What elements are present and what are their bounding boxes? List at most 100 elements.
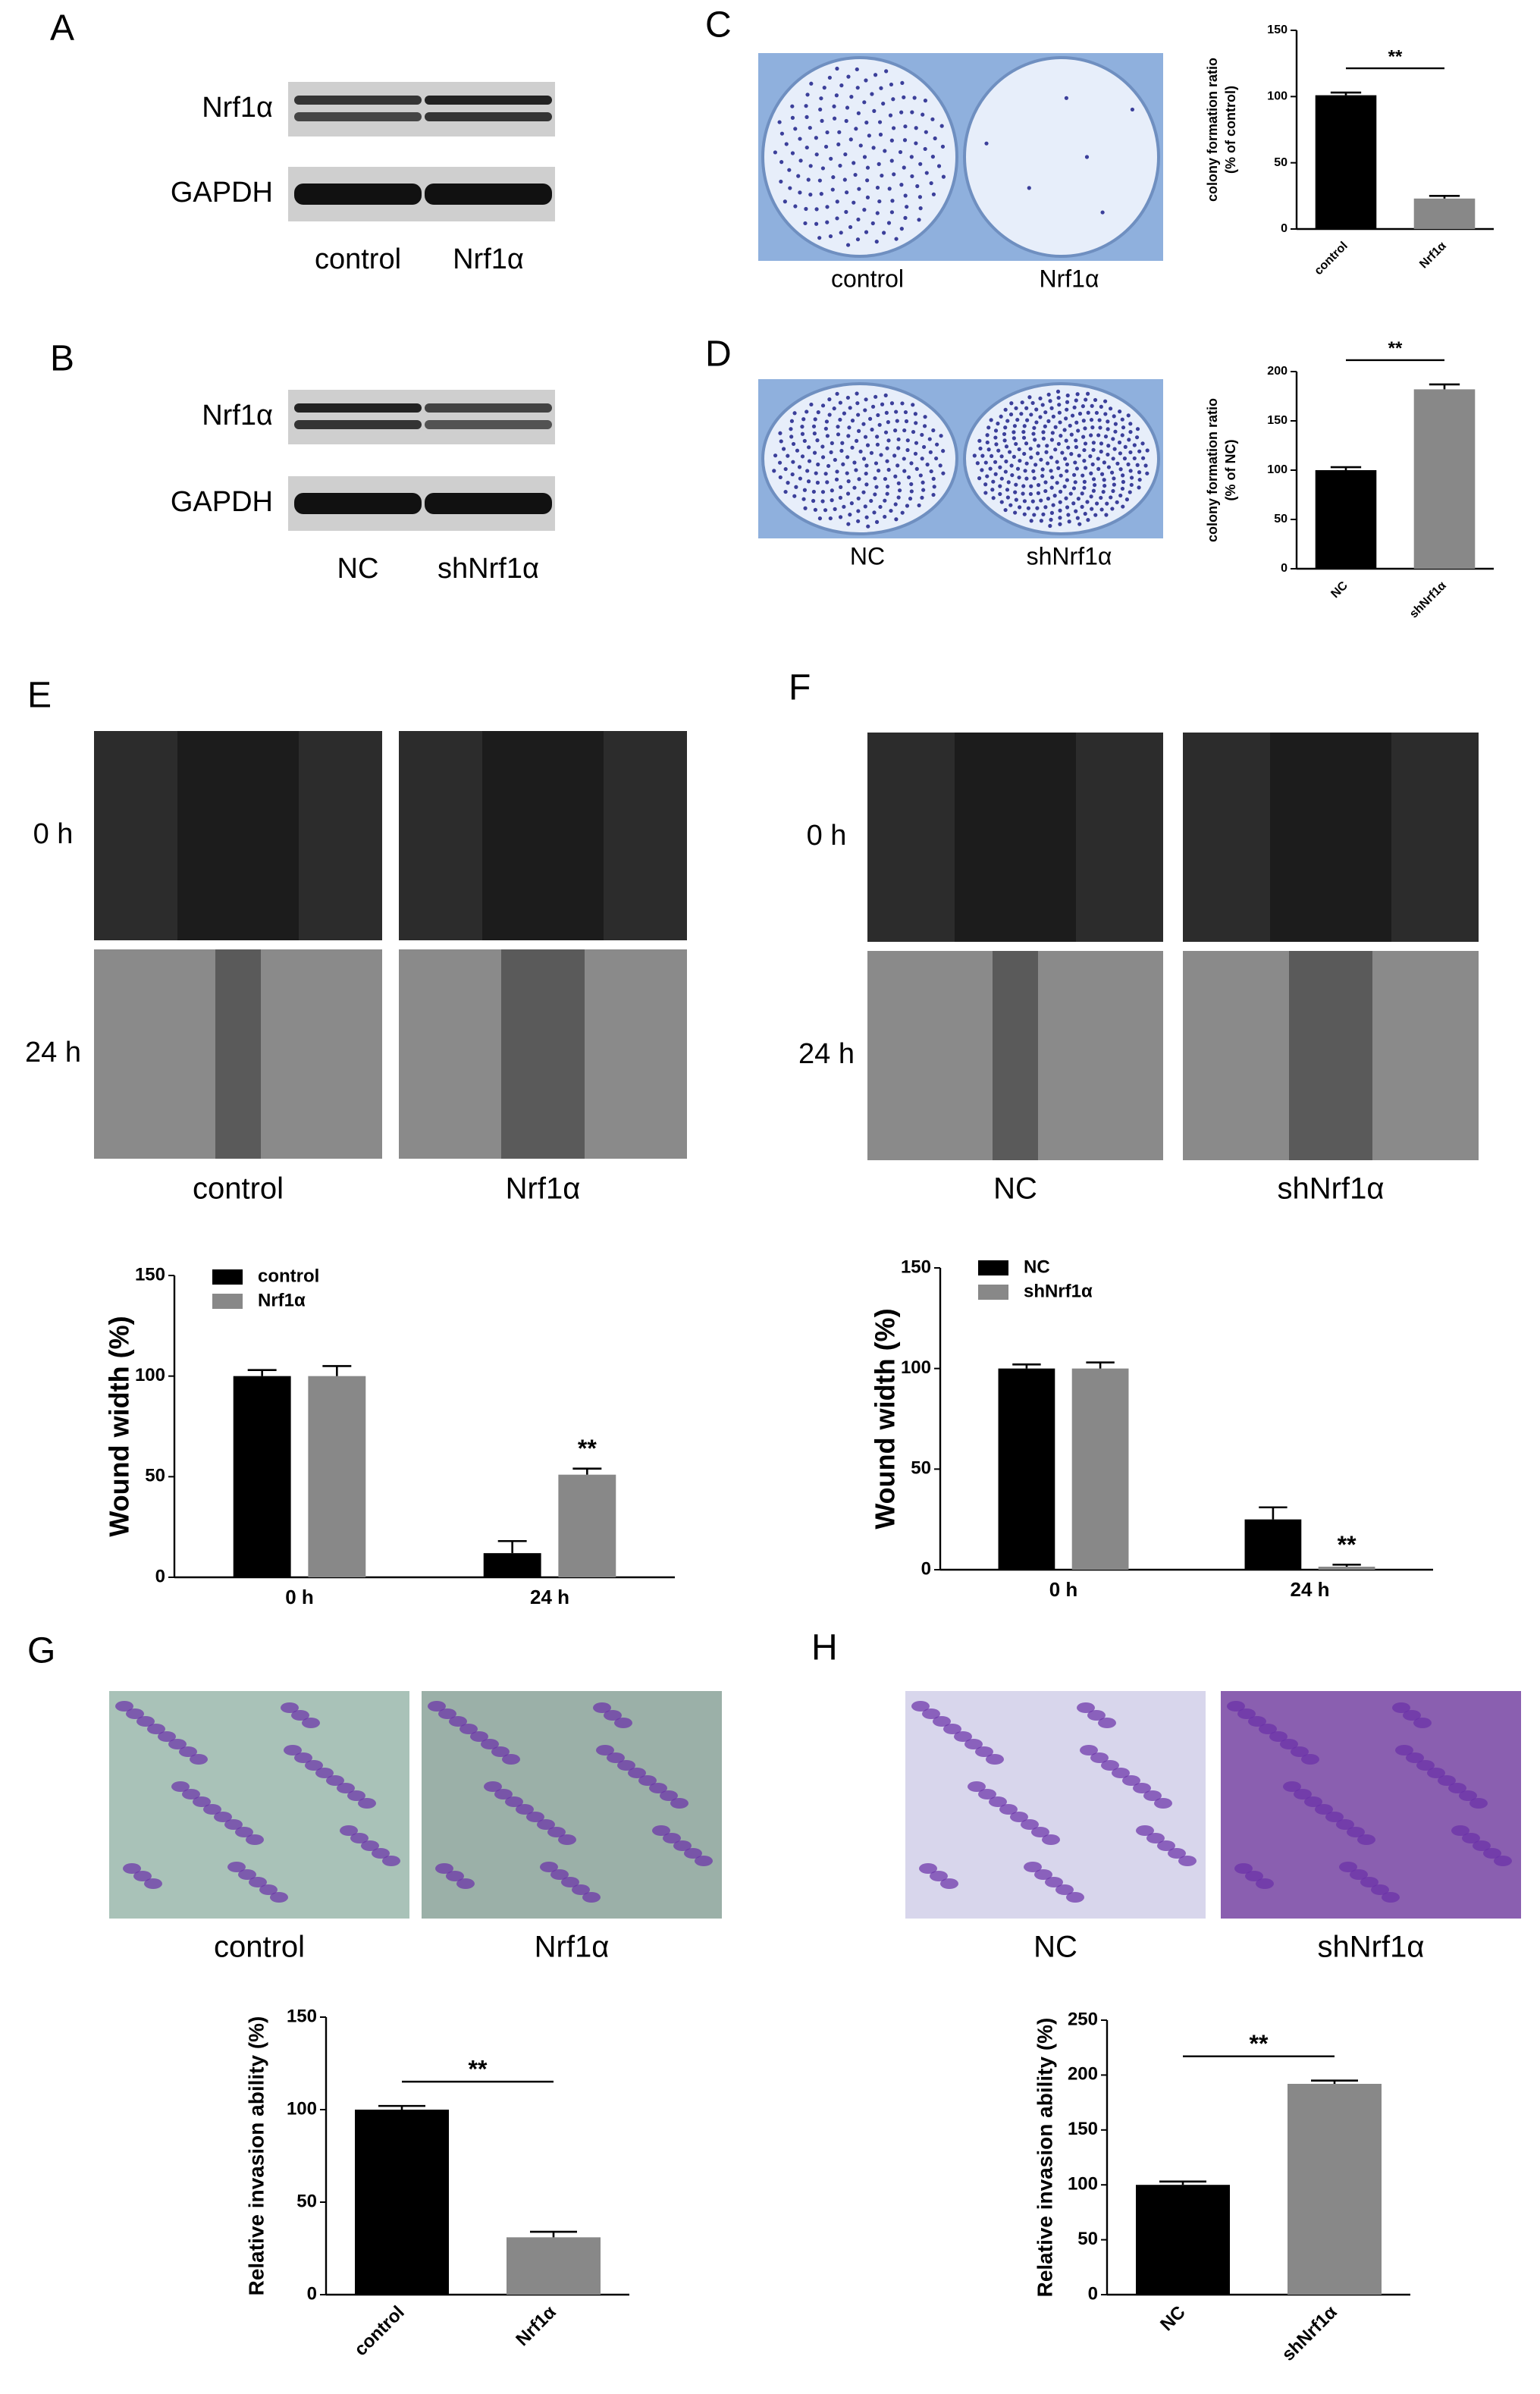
colony [1010, 472, 1015, 478]
y-tick-label: 250 [1068, 2009, 1098, 2029]
colony [1066, 445, 1071, 450]
colony [1027, 186, 1031, 190]
colony [807, 445, 811, 450]
colony [883, 514, 887, 519]
colony [838, 417, 842, 422]
colony [835, 216, 839, 221]
colony [1049, 469, 1053, 473]
colony [894, 409, 899, 414]
colony [844, 209, 848, 215]
colony [1112, 476, 1116, 481]
dish [963, 56, 1160, 258]
cell [361, 1840, 379, 1851]
colony [1140, 441, 1145, 446]
colony [844, 118, 848, 124]
colony [999, 414, 1003, 419]
bar [1244, 1519, 1302, 1570]
x-tick-label: shNrf1α [1278, 2301, 1341, 2364]
colony [990, 453, 994, 459]
y-tick-label: 200 [1267, 365, 1288, 378]
bar [308, 1376, 366, 1577]
colony [798, 476, 802, 481]
cell [604, 1710, 622, 1721]
colony [896, 446, 901, 450]
colony [1071, 486, 1077, 491]
y-tick-label: 150 [1267, 414, 1288, 427]
colony [848, 513, 852, 517]
colony [802, 488, 808, 492]
colony [999, 500, 1004, 504]
cell [660, 1790, 678, 1801]
colony [991, 479, 996, 484]
colony [1111, 437, 1115, 441]
cell [1473, 1840, 1491, 1851]
wound-gap [501, 949, 585, 1159]
colony [864, 230, 869, 234]
colony [914, 126, 918, 130]
colony [839, 231, 843, 235]
wound-gap [482, 731, 604, 940]
colony [848, 137, 853, 142]
colony [1118, 409, 1122, 414]
colony [793, 204, 798, 209]
colony [1041, 512, 1046, 516]
cell [337, 1783, 355, 1793]
colony [838, 163, 842, 168]
colony [1077, 522, 1082, 526]
colony [931, 428, 936, 433]
colony [978, 446, 983, 451]
colony [1081, 419, 1086, 423]
colony [878, 504, 883, 510]
colony [882, 231, 886, 235]
colony [856, 217, 861, 222]
colony [846, 74, 851, 79]
cell [1010, 1812, 1028, 1822]
colony [1094, 501, 1099, 506]
cell [315, 1768, 334, 1778]
colony [874, 240, 879, 244]
cell [547, 1827, 566, 1837]
cell [561, 1877, 579, 1887]
colony [820, 118, 824, 124]
cell [281, 1702, 299, 1713]
cell [922, 1708, 940, 1719]
colony [814, 221, 819, 226]
colony [886, 467, 891, 472]
cell [1315, 1804, 1333, 1815]
colony [912, 96, 917, 100]
colony [903, 409, 908, 415]
cell [284, 1745, 302, 1755]
colony [790, 115, 795, 120]
colony [1062, 485, 1067, 489]
colony [1028, 447, 1033, 451]
cell [638, 1775, 657, 1786]
colony [1043, 424, 1047, 428]
y-axis-label: Relative invasion ability (%) [1033, 2018, 1056, 2298]
colony [856, 111, 861, 115]
colony [1049, 517, 1053, 522]
y-axis-label: (% of NC) [1223, 440, 1238, 501]
colony [1030, 499, 1035, 504]
colony [936, 164, 942, 168]
colony [838, 400, 842, 405]
colony [1022, 424, 1027, 428]
colony [1102, 399, 1108, 403]
colony [845, 395, 851, 400]
cell [1122, 1775, 1140, 1786]
colony [838, 515, 843, 519]
colony [850, 419, 855, 423]
lane-label: shNrf1α [1318, 1931, 1425, 1964]
y-tick-label: 0 [921, 1558, 931, 1579]
colony [877, 468, 881, 473]
colony [914, 141, 918, 146]
colony [918, 206, 923, 211]
cell [494, 1789, 513, 1799]
bar [998, 1368, 1055, 1570]
colony [883, 149, 887, 153]
colony [826, 463, 831, 469]
colony [823, 426, 828, 431]
colony [1115, 461, 1120, 466]
bar [1071, 1368, 1129, 1570]
colony [798, 158, 803, 163]
cell [1416, 1760, 1435, 1771]
